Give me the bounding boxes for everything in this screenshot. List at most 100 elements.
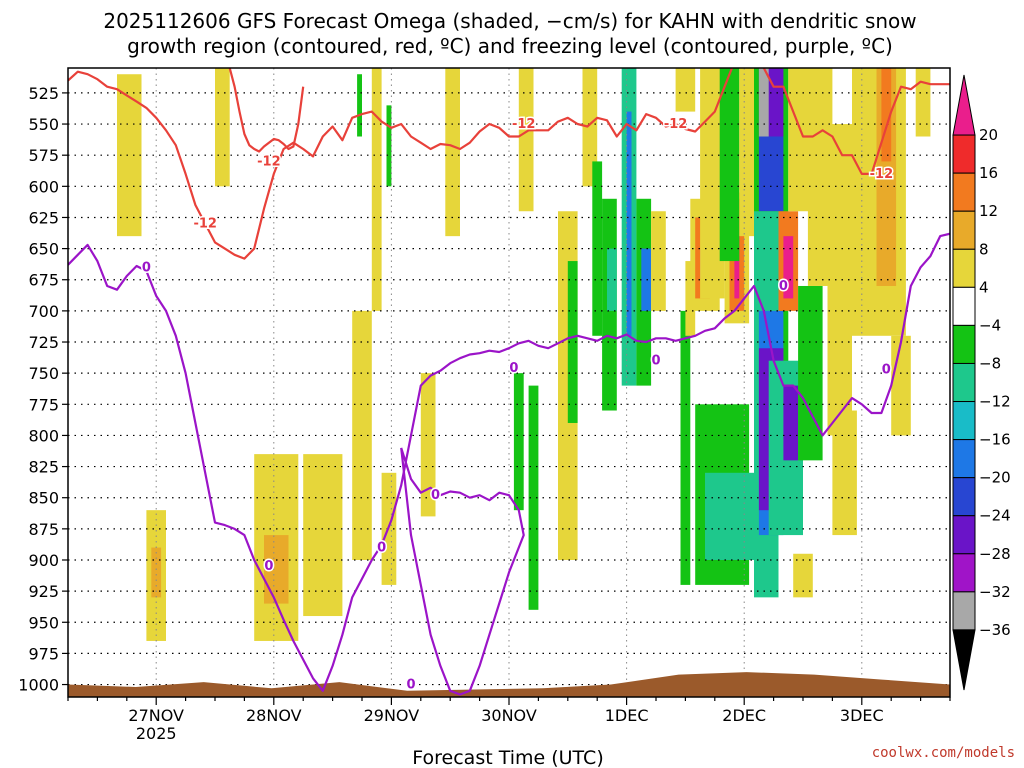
colorbar-swatch-12 — [952, 553, 976, 593]
y-tick-label-975: 975 — [28, 644, 59, 663]
omega-region-16 — [528, 385, 539, 610]
y-tick-label-750: 750 — [28, 364, 59, 383]
colorbar-swatch-5 — [952, 286, 976, 326]
colorbar-label-12: −32 — [979, 583, 1011, 601]
y-tick-label-775: 775 — [28, 395, 59, 414]
colorbar-label-10: −24 — [979, 507, 1011, 525]
colorbar-label-9: −20 — [979, 469, 1011, 487]
freezing-label-1: 0 — [264, 559, 273, 574]
omega-region-12 — [420, 373, 436, 517]
colorbar-label-2: 12 — [979, 202, 998, 220]
colorbar-swatch-3 — [952, 210, 976, 250]
omega-region-3 — [215, 68, 230, 187]
y-tick-label-725: 725 — [28, 333, 59, 352]
colorbar-label-7: −12 — [979, 393, 1011, 411]
colorbar-swatch-4 — [952, 248, 976, 288]
omega-region-52 — [783, 385, 799, 461]
omega-region-6 — [303, 454, 343, 617]
x-tick-label-3DEC: 3DEC — [840, 706, 884, 725]
omega-region-15 — [518, 68, 534, 212]
freezing-label-2: 0 — [377, 541, 386, 556]
dgz-label-3: -12 — [664, 117, 688, 132]
colorbar-swatch-7 — [952, 362, 976, 403]
freezing-label-8: 0 — [406, 678, 415, 693]
title-line-2: growth region (contoured, red, ºC) and f… — [127, 34, 893, 58]
y-tick-label-675: 675 — [28, 271, 59, 290]
y-tick-label-650: 650 — [28, 240, 59, 259]
omega-region-2 — [151, 547, 162, 598]
omega-region-5 — [264, 535, 289, 604]
colorbar-label-11: −28 — [979, 545, 1011, 563]
colorbar-label-4: 4 — [979, 278, 989, 296]
x-tick-sublabel-27NOV: 2025 — [136, 724, 177, 743]
dgz-label-1: -12 — [257, 154, 281, 169]
colorbar-swatch-9 — [952, 439, 976, 479]
colorbar-swatch-1 — [952, 134, 976, 174]
omega-region-22 — [607, 248, 617, 311]
omega-region-36 — [705, 472, 754, 560]
y-tick-label-850: 850 — [28, 489, 59, 508]
y-tick-label-700: 700 — [28, 302, 59, 321]
x-tick-label-29NOV: 29NOV — [364, 706, 420, 725]
omega-region-45 — [758, 136, 784, 212]
omega-region-63 — [881, 68, 892, 162]
credit-text[interactable]: coolwx.com/models — [872, 745, 1015, 761]
x-tick-label-1DEC: 1DEC — [605, 706, 649, 725]
y-tick-label-900: 900 — [28, 551, 59, 570]
dgz-label-2: -12 — [512, 117, 536, 132]
x-tick-label-27NOV: 27NOV — [128, 706, 184, 725]
omega-region-8 — [371, 68, 382, 311]
y-tick-label-925: 925 — [28, 582, 59, 601]
freezing-level-loop — [400, 447, 525, 696]
y-axis-pressure: 525 550 575 600 625 650 675 700 725 750 775 800 825 8… — [18, 84, 68, 695]
colorbar-swatch-6 — [952, 324, 976, 364]
x-axis-title: Forecast Time (UTC) — [412, 747, 603, 768]
omega-region-9 — [357, 74, 362, 137]
colorbar-swatch-8 — [952, 401, 976, 441]
freezing-label-3: 0 — [431, 488, 440, 503]
colorbar-swatch-top — [952, 74, 976, 136]
freezing-label-4: 0 — [651, 354, 660, 369]
y-tick-label-875: 875 — [28, 520, 59, 539]
colorbar-label-5: −4 — [979, 316, 1001, 334]
omega-region-18 — [567, 261, 578, 423]
colorbar-swatch-11 — [952, 515, 976, 555]
omega-region-64 — [891, 335, 911, 436]
plot-content: -12 -12 -12 -12 -12 0 0 0 0 0 0 0 0 0 — [68, 68, 950, 697]
y-tick-label-550: 550 — [28, 115, 59, 134]
colorbar-label-8: −16 — [979, 431, 1011, 449]
dgz-label-4: -12 — [870, 167, 894, 182]
y-tick-label-1000: 1000 — [18, 676, 59, 695]
colorbar-swatch-13 — [952, 591, 976, 631]
omega-region-65 — [915, 68, 931, 137]
omega-region-28 — [675, 68, 696, 112]
omega-region-10 — [386, 105, 392, 187]
colorbar-label-3: 8 — [979, 240, 989, 258]
omega-region-60 — [832, 410, 857, 536]
omega-colorbar: 20 16 12 8 4 −4 −8 −12 −16 −20 −24 −28 −32 −36 — [952, 74, 1011, 691]
terrain-fill — [68, 672, 950, 697]
y-tick-label-825: 825 — [28, 458, 59, 477]
dgz-contour-upper — [68, 68, 950, 260]
omega-region-14 — [513, 373, 524, 511]
omega-region-29 — [680, 310, 691, 585]
x-tick-label-2DEC: 2DEC — [722, 706, 766, 725]
omega-region-24 — [626, 111, 632, 336]
y-tick-label-950: 950 — [28, 613, 59, 632]
omega-region-26 — [641, 248, 652, 311]
colorbar-swatch-2 — [952, 172, 976, 212]
colorbar-label-6: −8 — [979, 354, 1001, 372]
colorbar-swatch-bottom — [952, 629, 976, 691]
y-tick-label-600: 600 — [28, 177, 59, 196]
freezing-label-7: 0 — [882, 362, 891, 377]
freezing-level-contour — [68, 232, 950, 692]
omega-region-40 — [719, 68, 740, 262]
omega-region-50 — [783, 236, 794, 299]
y-tick-label-625: 625 — [28, 208, 59, 227]
x-tick-label-30NOV: 30NOV — [481, 706, 537, 725]
chart-title: 2025112606 GFS Forecast Omega (shaded, −… — [103, 9, 916, 58]
omega-region-44 — [758, 68, 769, 137]
y-tick-label-800: 800 — [28, 426, 59, 445]
